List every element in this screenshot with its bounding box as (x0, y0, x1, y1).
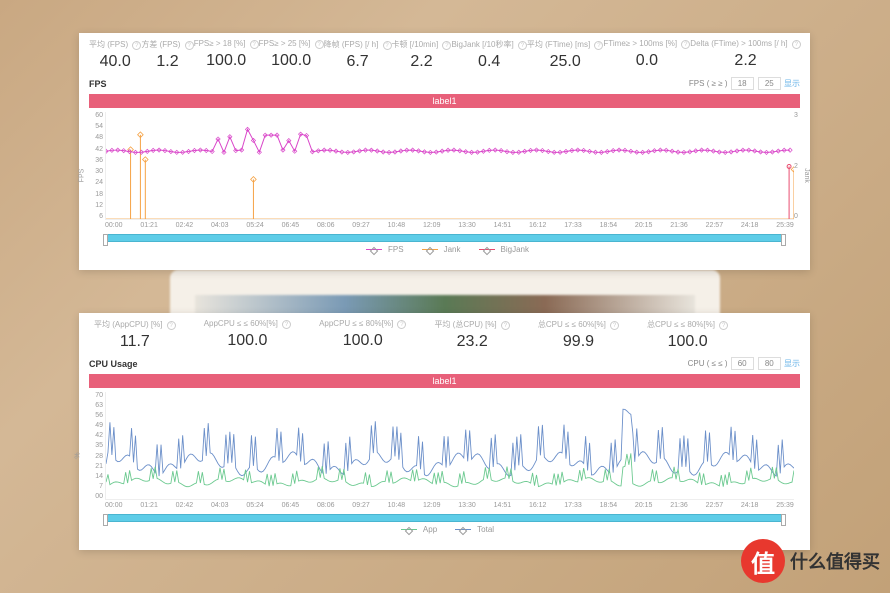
fps-time-slider[interactable] (105, 234, 784, 242)
cpu-stats-row: 平均 (AppCPU) [%] ?11.7 AppCPU ≤ ≤ 60%[%] ?… (79, 313, 810, 353)
fps-controls: FPS ( ≥ ≥ ) 18 25 显示 (689, 77, 800, 90)
fps-show-link[interactable]: 显示 (784, 79, 800, 88)
stat-item: 总CPU ≤ ≤ 80%[%] ?100.0 (647, 319, 728, 351)
cpu-time-slider[interactable] (105, 514, 784, 522)
cpu-controls: CPU ( ≤ ≤ ) 60 80 显示 (688, 357, 800, 370)
stat-item: 卡顿 [/10min] ?2.2 (392, 39, 452, 71)
stat-item: 平均 (FPS) ?40.0 (89, 39, 141, 71)
cpu-threshold-1[interactable]: 60 (731, 357, 754, 370)
stat-item: FPS≥ > 25 [%] ?100.0 (259, 39, 324, 71)
cpu-show-link[interactable]: 显示 (784, 359, 800, 368)
cpu-title: CPU Usage (89, 359, 138, 369)
stat-item: FTime≥ > 100ms [%] ?0.0 (603, 39, 690, 71)
stat-item: Delta (FTime) > 100ms [/ h] ?2.2 (690, 39, 801, 71)
stat-item: FPS≥ > 18 [%] ?100.0 (194, 39, 259, 71)
stat-item: AppCPU ≤ ≤ 60%[%] ?100.0 (204, 319, 291, 351)
stat-item: 平均 (总CPU) [%] ?23.2 (434, 319, 509, 351)
cpu-legend: AppTotal (79, 522, 810, 537)
fps-threshold-2[interactable]: 25 (758, 77, 781, 90)
stat-item: 平均 (AppCPU) [%] ?11.7 (94, 319, 176, 351)
fps-label-bar: label1 (89, 94, 800, 108)
cpu-panel: 平均 (AppCPU) [%] ?11.7 AppCPU ≤ ≤ 60%[%] ?… (79, 313, 810, 550)
stat-item: BigJank [/10秒率] ?0.4 (451, 39, 526, 71)
fps-chart: FPS Jank 6054484236302418126 320 00:0001… (89, 112, 800, 232)
cpu-chart: % 706356494235282114700 00:0001:2102:420… (89, 392, 800, 512)
stat-item: 总CPU ≤ ≤ 60%[%] ?99.9 (538, 319, 619, 351)
fps-panel: 平均 (FPS) ?40.0方差 (FPS) ?1.2FPS≥ > 18 [%]… (79, 33, 810, 270)
watermark: 值 什么值得买 (741, 539, 880, 583)
stat-item: AppCPU ≤ ≤ 80%[%] ?100.0 (319, 319, 406, 351)
watermark-icon: 值 (741, 539, 785, 583)
stat-item: 平均 (FTime) [ms] ?25.0 (527, 39, 603, 71)
fps-threshold-1[interactable]: 18 (731, 77, 754, 90)
cpu-label-bar: label1 (89, 374, 800, 388)
fps-title: FPS (89, 79, 107, 89)
cpu-threshold-2[interactable]: 80 (758, 357, 781, 370)
fps-stats-row: 平均 (FPS) ?40.0方差 (FPS) ?1.2FPS≥ > 18 [%]… (79, 33, 810, 73)
stat-item: 降帧 (FPS) [/ h] ?6.7 (324, 39, 392, 71)
watermark-text: 什么值得买 (790, 548, 880, 574)
fps-legend: FPSJankBigJank (79, 242, 810, 257)
stat-item: 方差 (FPS) ?1.2 (141, 39, 193, 71)
